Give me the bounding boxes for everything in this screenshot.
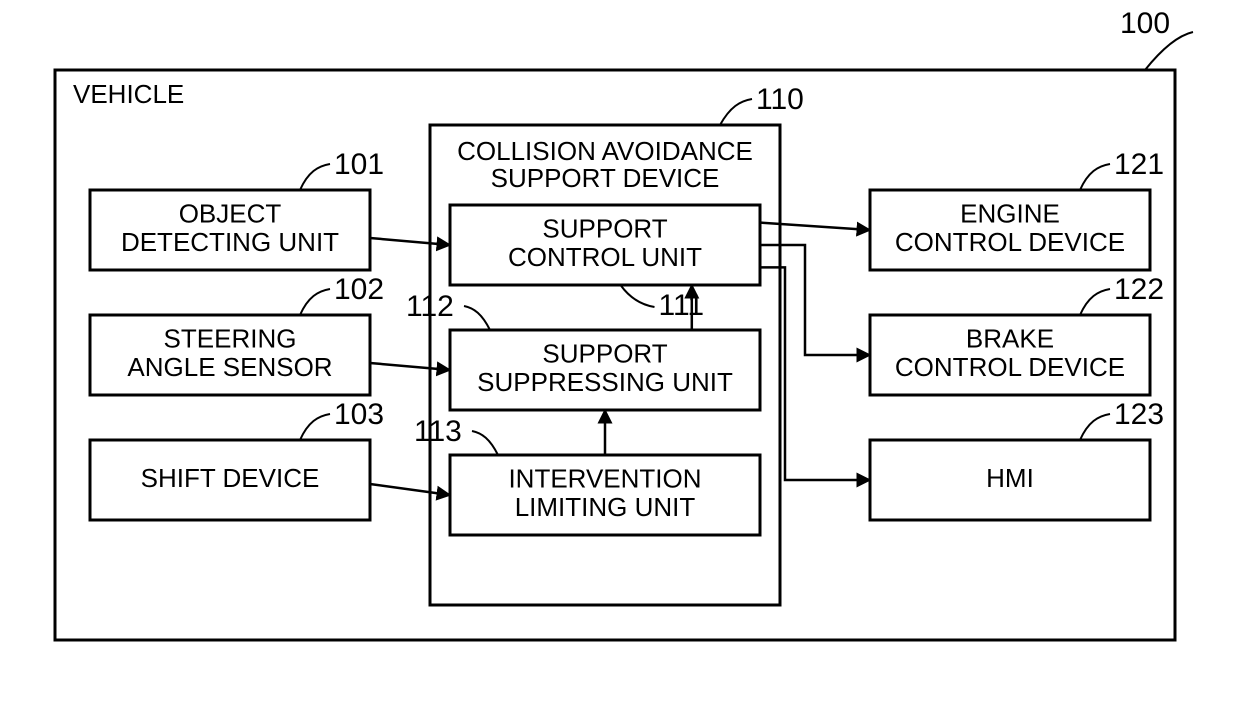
ref-100: 100 bbox=[1120, 7, 1170, 40]
device-title-0: COLLISION AVOIDANCE bbox=[457, 136, 753, 166]
ref-121: 121 bbox=[1114, 148, 1164, 181]
ref-110: 110 bbox=[756, 83, 804, 116]
ref-103: 103 bbox=[334, 398, 384, 431]
right-box-1-label-0: BRAKE bbox=[966, 324, 1054, 354]
device-title-1: SUPPORT DEVICE bbox=[491, 163, 720, 193]
support-control-unit-label-1: CONTROL UNIT bbox=[508, 242, 702, 272]
support-suppressing-unit-label-0: SUPPORT bbox=[542, 339, 667, 369]
ref-111: 111 bbox=[659, 289, 705, 322]
ref-123: 123 bbox=[1114, 398, 1164, 431]
ref-113: 113 bbox=[414, 415, 462, 448]
ref-122: 122 bbox=[1114, 273, 1164, 306]
support-control-unit-label-0: SUPPORT bbox=[542, 214, 667, 244]
intervention-limiting-unit-label-0: INTERVENTION bbox=[508, 464, 701, 494]
vehicle-label: VEHICLE bbox=[73, 79, 184, 109]
left-box-1-label-1: ANGLE SENSOR bbox=[127, 352, 332, 382]
left-box-0-label-1: DETECTING UNIT bbox=[121, 227, 339, 257]
right-box-0-label-1: CONTROL DEVICE bbox=[895, 227, 1125, 257]
ref-112: 112 bbox=[406, 290, 454, 323]
diagram-canvas: VEHICLE 100 OBJECTDETECTING UNIT 101 STEERIN… bbox=[0, 0, 1240, 704]
right-box-2-label-0: HMI bbox=[986, 463, 1034, 493]
ref-101: 101 bbox=[334, 148, 384, 181]
ref-102: 102 bbox=[334, 273, 384, 306]
left-box-0-label-0: OBJECT bbox=[179, 199, 282, 229]
intervention-limiting-unit-label-1: LIMITING UNIT bbox=[515, 492, 696, 522]
left-box-1-label-0: STEERING bbox=[164, 324, 297, 354]
right-box-0-label-0: ENGINE bbox=[960, 199, 1060, 229]
support-suppressing-unit-label-1: SUPPRESSING UNIT bbox=[477, 367, 733, 397]
left-box-2-label-0: SHIFT DEVICE bbox=[141, 463, 320, 493]
right-box-1-label-1: CONTROL DEVICE bbox=[895, 352, 1125, 382]
